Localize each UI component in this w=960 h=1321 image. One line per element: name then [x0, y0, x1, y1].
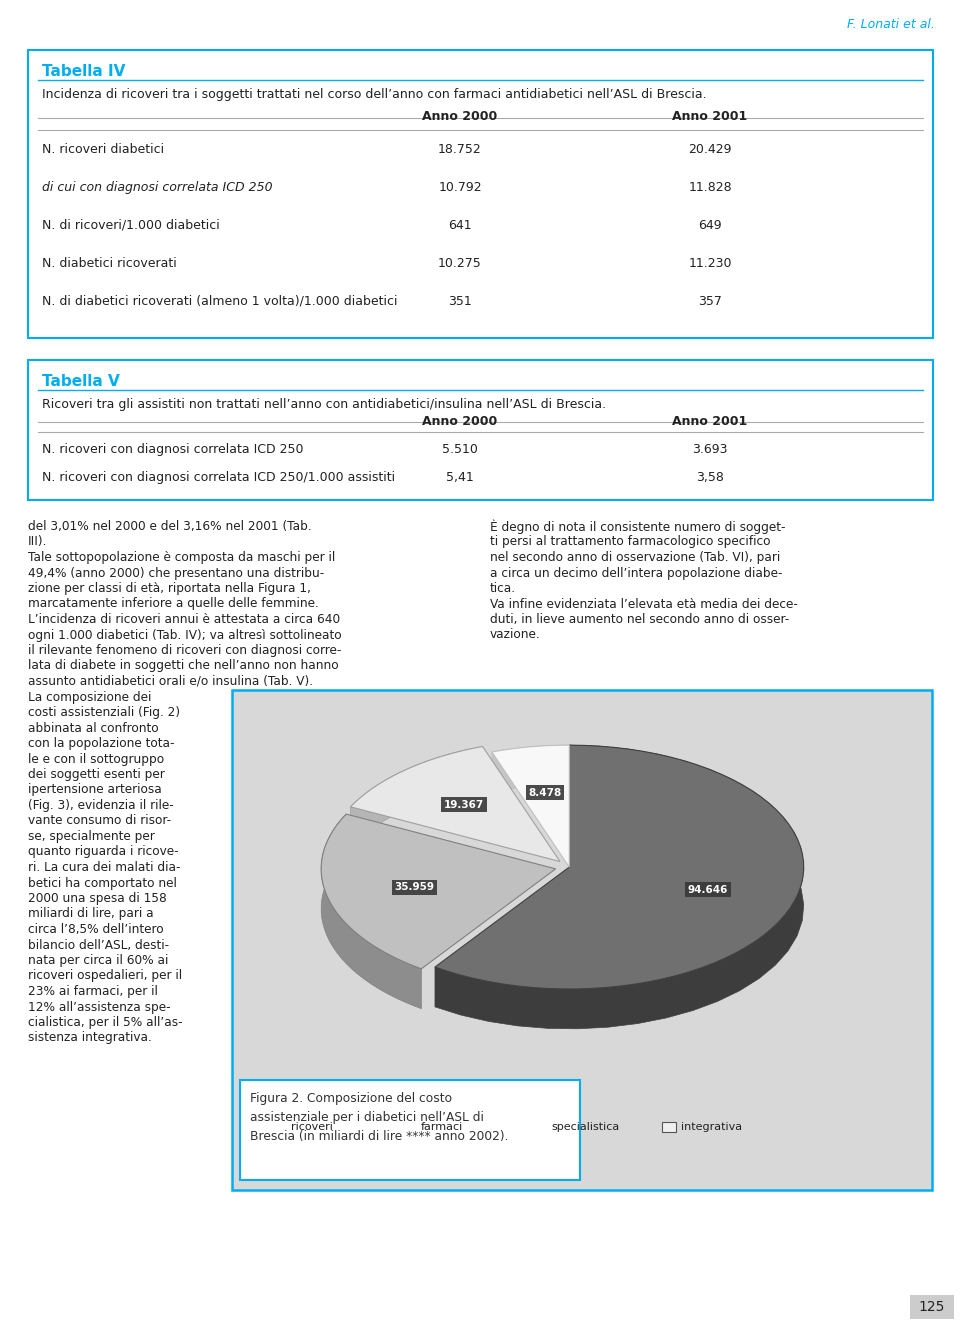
Text: 49,4% (anno 2000) che presentano una distribu-: 49,4% (anno 2000) che presentano una dis…	[28, 567, 324, 580]
Text: (Fig. 3), evidenzia il rile-: (Fig. 3), evidenzia il rile-	[28, 799, 174, 812]
Text: integrativa: integrativa	[681, 1122, 742, 1132]
Text: bilancio dell’ASL, desti-: bilancio dell’ASL, desti-	[28, 938, 169, 951]
Text: ti persi al trattamento farmacologico specifico: ti persi al trattamento farmacologico sp…	[490, 535, 771, 548]
Text: zione per classi di età, riportata nella Figura 1,: zione per classi di età, riportata nella…	[28, 583, 311, 594]
Text: N. diabetici ricoverati: N. diabetici ricoverati	[42, 258, 177, 269]
Text: N. ricoveri con diagnosi correlata ICD 250/1.000 assistiti: N. ricoveri con diagnosi correlata ICD 2…	[42, 472, 396, 483]
Text: La composizione dei: La composizione dei	[28, 691, 152, 704]
Text: nel secondo anno di osservazione (Tab. VI), pari: nel secondo anno di osservazione (Tab. V…	[490, 551, 780, 564]
Text: del 3,01% nel 2000 e del 3,16% nel 2001 (Tab.: del 3,01% nel 2000 e del 3,16% nel 2001 …	[28, 520, 312, 532]
Text: costi assistenziali (Fig. 2): costi assistenziali (Fig. 2)	[28, 705, 180, 719]
Text: 649: 649	[698, 219, 722, 232]
Text: lata di diabete in soggetti che nell’anno non hanno: lata di diabete in soggetti che nell’ann…	[28, 659, 339, 672]
Text: Tale sottopopolazione è composta da maschi per il: Tale sottopopolazione è composta da masc…	[28, 551, 335, 564]
Text: Anno 2000: Anno 2000	[422, 110, 497, 123]
Text: Figura 2. Composizione del costo
assistenziale per i diabetici nell’ASL di
Bresc: Figura 2. Composizione del costo assiste…	[250, 1092, 509, 1143]
Text: 5,41: 5,41	[446, 472, 474, 483]
Text: betici ha comportato nel: betici ha comportato nel	[28, 877, 177, 889]
Text: 5.510: 5.510	[442, 443, 478, 456]
Polygon shape	[492, 745, 569, 791]
Bar	[232, 690, 932, 1190]
Text: farmaci: farmaci	[421, 1122, 464, 1132]
Text: 12% all’assistenza spe-: 12% all’assistenza spe-	[28, 1000, 171, 1013]
Bar	[240, 1081, 580, 1180]
Text: Tabella IV: Tabella IV	[42, 63, 126, 79]
Text: Va infine evidenziata l’elevata età media dei dece-: Va infine evidenziata l’elevata età medi…	[490, 597, 798, 610]
Text: Anno 2000: Anno 2000	[422, 415, 497, 428]
Text: vante consumo di risor-: vante consumo di risor-	[28, 815, 171, 827]
Polygon shape	[350, 746, 483, 847]
Text: Anno 2001: Anno 2001	[672, 110, 748, 123]
Text: 11.828: 11.828	[688, 181, 732, 194]
Text: È degno di nota il consistente numero di sogget-: È degno di nota il consistente numero di…	[490, 520, 785, 535]
Text: 19.367: 19.367	[444, 799, 484, 810]
Text: N. ricoveri con diagnosi correlata ICD 250: N. ricoveri con diagnosi correlata ICD 2…	[42, 443, 303, 456]
Text: le e con il sottogruppo: le e con il sottogruppo	[28, 753, 164, 765]
Text: ogni 1.000 diabetici (Tab. IV); va altresì sottolineato: ogni 1.000 diabetici (Tab. IV); va altre…	[28, 629, 342, 642]
Text: marcatamente inferiore a quelle delle femmine.: marcatamente inferiore a quelle delle fe…	[28, 597, 319, 610]
Text: nata per circa il 60% ai: nata per circa il 60% ai	[28, 954, 168, 967]
Text: quanto riguarda i ricove-: quanto riguarda i ricove-	[28, 845, 179, 859]
Text: abbinata al confronto: abbinata al confronto	[28, 721, 158, 734]
Text: 3,58: 3,58	[696, 472, 724, 483]
Text: a circa un decimo dell’intera popolazione diabe-: a circa un decimo dell’intera popolazion…	[490, 567, 782, 580]
Text: 8.478: 8.478	[528, 787, 562, 798]
Polygon shape	[322, 814, 556, 968]
Text: dei soggetti esenti per: dei soggetti esenti per	[28, 768, 165, 781]
Bar	[662, 1122, 676, 1132]
Text: F. Lonati et al.: F. Lonati et al.	[847, 18, 935, 30]
Text: con la popolazione tota-: con la popolazione tota-	[28, 737, 175, 750]
Text: 35.959: 35.959	[395, 882, 435, 893]
Text: vazione.: vazione.	[490, 629, 540, 642]
Polygon shape	[350, 746, 560, 861]
Bar	[402, 1122, 416, 1132]
Text: 11.230: 11.230	[688, 258, 732, 269]
Text: Incidenza di ricoveri tra i soggetti trattati nel corso dell’anno con farmaci an: Incidenza di ricoveri tra i soggetti tra…	[42, 89, 707, 100]
Text: N. di diabetici ricoverati (almeno 1 volta)/1.000 diabetici: N. di diabetici ricoverati (almeno 1 vol…	[42, 295, 397, 308]
Text: assunto antidiabetici orali e/o insulina (Tab. V).: assunto antidiabetici orali e/o insulina…	[28, 675, 313, 688]
Text: se, specialmente per: se, specialmente per	[28, 830, 155, 843]
Text: Ricoveri tra gli assistiti non trattati nell’anno con antidiabetici/insulina nel: Ricoveri tra gli assistiti non trattati …	[42, 398, 606, 411]
Text: 125: 125	[919, 1300, 946, 1314]
Text: ricoveri: ricoveri	[291, 1122, 333, 1132]
Text: N. ricoveri diabetici: N. ricoveri diabetici	[42, 143, 164, 156]
Text: 18.752: 18.752	[438, 143, 482, 156]
Text: miliardi di lire, pari a: miliardi di lire, pari a	[28, 908, 154, 921]
Text: Anno 2001: Anno 2001	[672, 415, 748, 428]
Text: specialistica: specialistica	[551, 1122, 619, 1132]
Text: circa l’8,5% dell’intero: circa l’8,5% dell’intero	[28, 923, 163, 937]
Bar	[28, 361, 933, 501]
Text: sistenza integrativa.: sistenza integrativa.	[28, 1032, 152, 1045]
Polygon shape	[492, 745, 569, 867]
Text: 10.275: 10.275	[438, 258, 482, 269]
Text: 10.792: 10.792	[438, 181, 482, 194]
Text: 23% ai farmaci, per il: 23% ai farmaci, per il	[28, 985, 157, 997]
Text: tica.: tica.	[490, 583, 516, 594]
Text: 20.429: 20.429	[688, 143, 732, 156]
Text: 357: 357	[698, 295, 722, 308]
Text: 351: 351	[448, 295, 472, 308]
Text: il rilevante fenomeno di ricoveri con diagnosi corre-: il rilevante fenomeno di ricoveri con di…	[28, 645, 342, 657]
Polygon shape	[435, 745, 804, 989]
Text: 94.646: 94.646	[687, 885, 728, 894]
Text: duti, in lieve aumento nel secondo anno di osser-: duti, in lieve aumento nel secondo anno …	[490, 613, 789, 626]
Text: L’incidenza di ricoveri annui è attestata a circa 640: L’incidenza di ricoveri annui è attestat…	[28, 613, 340, 626]
Bar	[532, 1122, 546, 1132]
Text: di cui con diagnosi correlata ICD 250: di cui con diagnosi correlata ICD 250	[42, 181, 273, 194]
Text: ricoveri ospedalieri, per il: ricoveri ospedalieri, per il	[28, 970, 182, 983]
Text: ri. La cura dei malati dia-: ri. La cura dei malati dia-	[28, 861, 180, 875]
Bar	[272, 1122, 286, 1132]
Text: 2000 una spesa di 158: 2000 una spesa di 158	[28, 892, 167, 905]
Polygon shape	[435, 745, 804, 1029]
Text: 641: 641	[448, 219, 471, 232]
Text: ipertensione arteriosa: ipertensione arteriosa	[28, 783, 161, 797]
Polygon shape	[322, 814, 421, 1009]
Text: Tabella V: Tabella V	[42, 374, 120, 388]
Bar	[910, 1295, 954, 1318]
Text: 3.693: 3.693	[692, 443, 728, 456]
Bar	[28, 50, 933, 338]
Text: N. di ricoveri/1.000 diabetici: N. di ricoveri/1.000 diabetici	[42, 219, 220, 232]
Text: cialistica, per il 5% all’as-: cialistica, per il 5% all’as-	[28, 1016, 182, 1029]
Text: III).: III).	[28, 535, 47, 548]
